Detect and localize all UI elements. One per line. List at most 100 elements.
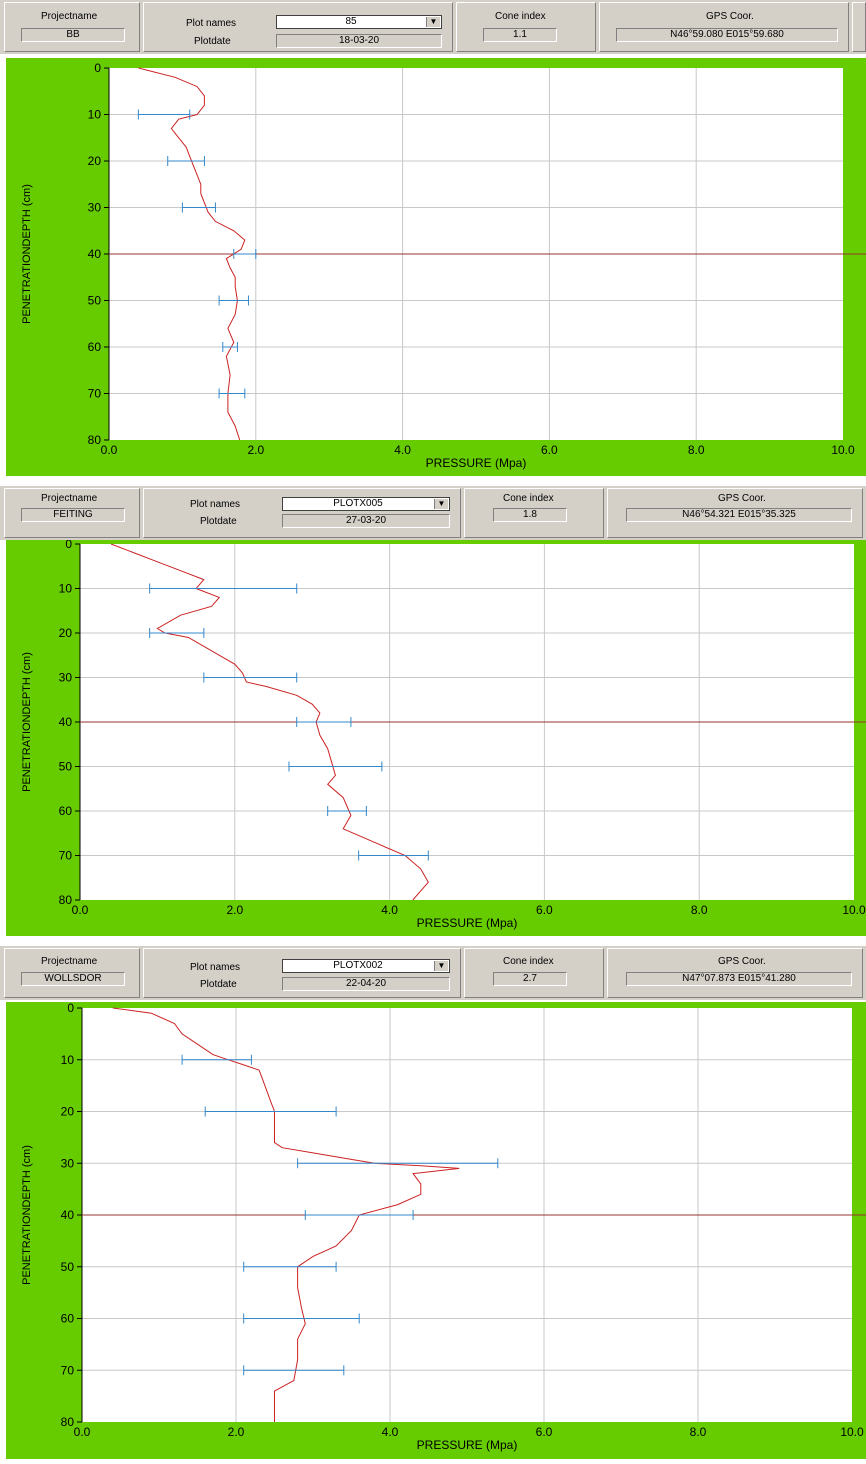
y-tick-label: 0 bbox=[67, 1002, 74, 1015]
plot-name-value: 85 bbox=[345, 16, 357, 27]
y-tick-label: 70 bbox=[61, 1363, 75, 1377]
gps-group: GPS Coor. N47°07.873 E015°41.280 bbox=[607, 948, 863, 998]
y-tick-label: 40 bbox=[61, 1208, 75, 1222]
plotdate-field: 18-03-20 bbox=[276, 34, 442, 48]
cone-index-field: 1.1 bbox=[483, 28, 557, 42]
plot-name-select[interactable]: 85 ▼ bbox=[276, 15, 442, 29]
gps-group: GPS Coor. N46°59.080 E015°59.680 bbox=[599, 2, 849, 52]
cone-index-label: Cone index bbox=[503, 493, 554, 504]
x-tick-label: 10.0 bbox=[831, 443, 855, 457]
y-tick-label: 40 bbox=[88, 247, 102, 261]
gps-field: N46°59.080 E015°59.680 bbox=[616, 28, 838, 42]
y-tick-label: 70 bbox=[59, 849, 73, 863]
x-tick-label: 4.0 bbox=[394, 443, 411, 457]
y-tick-label: 10 bbox=[59, 582, 73, 596]
error-bar bbox=[181, 202, 216, 213]
x-tick-label: 6.0 bbox=[536, 903, 553, 917]
gps-label: GPS Coor. bbox=[706, 11, 754, 22]
error-bar bbox=[218, 388, 246, 399]
x-tick-label: 8.0 bbox=[690, 1425, 707, 1439]
x-axis-label: PRESSURE (Mpa) bbox=[417, 916, 518, 930]
x-tick-label: 4.0 bbox=[381, 903, 398, 917]
plotdate-field: 27-03-20 bbox=[282, 514, 450, 528]
penetration-chart-1: 0.0 2.0 4.0 6.0 8.0 10.0 0 10 20 30 40 50 60 70 80 PRES… bbox=[21, 61, 866, 470]
header-spacer bbox=[852, 2, 866, 52]
penetration-chart-3: 0.0 2.0 4.0 6.0 8.0 10.0 0 10 20 30 40 50 60 70 80 PRES… bbox=[21, 1001, 866, 1452]
y-tick-label: 20 bbox=[61, 1105, 75, 1119]
projectname-label: Projectname bbox=[41, 11, 98, 22]
error-bar bbox=[149, 628, 205, 638]
error-bar bbox=[288, 761, 383, 772]
error-bar bbox=[203, 672, 298, 683]
plotdate-label: Plotdate bbox=[194, 36, 231, 47]
penetration-curve bbox=[110, 543, 429, 901]
error-bar bbox=[149, 583, 298, 594]
cone-index-label: Cone index bbox=[495, 11, 546, 22]
plot-name-value: PLOTX002 bbox=[333, 960, 383, 971]
error-bar bbox=[297, 1158, 499, 1169]
error-bar bbox=[218, 295, 249, 306]
plot-header: Projectname BB Plot names 85 ▼ Plotdate … bbox=[0, 0, 866, 54]
plotnames-label: Plot names bbox=[186, 18, 237, 29]
x-tick-label: 2.0 bbox=[226, 903, 243, 917]
x-tick-label: 0.0 bbox=[101, 443, 118, 457]
plot-header: Projectname FEITING Plot names PLOTX005 … bbox=[0, 486, 866, 540]
x-axis-label: PRESSURE (Mpa) bbox=[417, 1438, 518, 1452]
projectname-label: Projectname bbox=[41, 493, 98, 504]
error-bar bbox=[204, 1106, 337, 1117]
cone-index-group: Cone index 1.8 bbox=[464, 488, 604, 538]
plotdate-label: Plotdate bbox=[200, 979, 237, 990]
x-tick-label: 0.0 bbox=[74, 1425, 91, 1439]
plotnames-label: Plot names bbox=[190, 499, 241, 510]
error-bar bbox=[296, 717, 352, 727]
error-bar bbox=[304, 1210, 414, 1220]
y-tick-label: 50 bbox=[88, 294, 102, 308]
x-tick-label: 4.0 bbox=[382, 1425, 399, 1439]
gps-label: GPS Coor. bbox=[718, 956, 766, 967]
chevron-down-icon[interactable]: ▼ bbox=[434, 961, 448, 971]
error-bar bbox=[358, 850, 429, 861]
error-bar bbox=[233, 249, 257, 259]
plot-name-select[interactable]: PLOTX002 ▼ bbox=[282, 959, 450, 973]
y-tick-label: 70 bbox=[88, 387, 102, 401]
plotdate-field: 22-04-20 bbox=[282, 977, 450, 991]
y-tick-label: 20 bbox=[88, 154, 102, 168]
y-tick-label: 0 bbox=[65, 540, 72, 551]
y-tick-label: 80 bbox=[61, 1415, 75, 1429]
y-tick-label: 10 bbox=[88, 108, 102, 122]
plot-panel-2: Projectname FEITING Plot names PLOTX005 … bbox=[0, 486, 866, 936]
error-bar bbox=[243, 1313, 360, 1324]
y-tick-label: 60 bbox=[61, 1312, 75, 1326]
gps-label: GPS Coor. bbox=[718, 493, 766, 504]
x-tick-label: 2.0 bbox=[228, 1425, 245, 1439]
error-bar bbox=[167, 156, 205, 166]
chart-frame: 0.0 2.0 4.0 6.0 8.0 10.0 0 10 20 30 40 50 60 70 80 PRES… bbox=[6, 1001, 866, 1459]
y-tick-label: 40 bbox=[59, 715, 73, 729]
chevron-down-icon[interactable]: ▼ bbox=[426, 17, 440, 27]
x-tick-label: 8.0 bbox=[691, 903, 708, 917]
chart-frame: 0.0 2.0 4.0 6.0 8.0 10.0 0 10 20 30 40 50 60 70 80 PRES… bbox=[6, 537, 866, 936]
gps-field: N46°54.321 E015°35.325 bbox=[626, 508, 852, 522]
y-tick-label: 60 bbox=[88, 340, 102, 354]
y-tick-label: 50 bbox=[61, 1260, 75, 1274]
cone-index-label: Cone index bbox=[503, 956, 554, 967]
chevron-down-icon[interactable]: ▼ bbox=[434, 499, 448, 509]
y-tick-label: 60 bbox=[59, 804, 73, 818]
plot-name-select[interactable]: PLOTX005 ▼ bbox=[282, 497, 450, 511]
plot-selection-group: Plot names PLOTX005 ▼ Plotdate 27-03-20 bbox=[143, 488, 461, 538]
x-tick-label: 8.0 bbox=[688, 443, 705, 457]
plotnames-label: Plot names bbox=[190, 962, 241, 973]
y-axis-label: PENETRATIONDEPTH (cm) bbox=[21, 652, 33, 792]
projectname-field: BB bbox=[21, 28, 125, 42]
y-tick-label: 20 bbox=[59, 626, 73, 640]
cone-index-group: Cone index 2.7 bbox=[464, 948, 604, 998]
error-bar bbox=[181, 1054, 252, 1065]
y-tick-label: 0 bbox=[94, 61, 101, 75]
y-tick-label: 50 bbox=[59, 760, 73, 774]
projectname-field: WOLLSDOR bbox=[21, 972, 125, 986]
error-bar bbox=[137, 109, 191, 120]
plotdate-label: Plotdate bbox=[200, 516, 237, 527]
plot-name-value: PLOTX005 bbox=[333, 498, 383, 509]
gps-field: N47°07.873 E015°41.280 bbox=[626, 972, 852, 986]
gps-group: GPS Coor. N46°54.321 E015°35.325 bbox=[607, 488, 863, 538]
